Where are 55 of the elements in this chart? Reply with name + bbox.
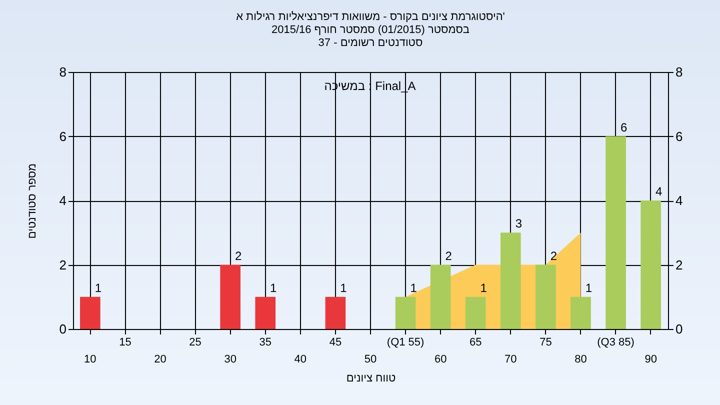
bar — [325, 296, 346, 329]
bar — [395, 296, 416, 329]
x-tick-label: 30 — [224, 354, 236, 366]
y2-tick-label: 6 — [676, 128, 683, 144]
data-label: 4 — [655, 184, 662, 198]
y-tick-label: 6 — [59, 128, 66, 144]
x-tick-label: 25 — [189, 336, 202, 348]
x-tick-label: 15 — [119, 336, 132, 348]
x-tick-label: 45 — [329, 336, 342, 348]
data-label: 1 — [585, 280, 592, 295]
y-tick-label: 2 — [59, 257, 66, 272]
data-label: 2 — [445, 248, 452, 263]
y2-tick-label: 4 — [676, 193, 683, 208]
x-tick-label: 90 — [644, 354, 657, 366]
bar — [640, 200, 661, 329]
text: היסטוגרמת ציונים בקורס - משוואות דיפרנציאליות רגילות א' — [236, 11, 505, 23]
x-tick-label: 20 — [154, 354, 166, 366]
bar — [430, 264, 451, 329]
data-label: 1 — [94, 280, 102, 295]
x-tick-label: 60 — [434, 354, 447, 366]
data-label: 6 — [620, 120, 628, 134]
data-label: 2 — [234, 248, 242, 263]
x-tick-label: 75 — [540, 336, 552, 348]
bar — [465, 296, 486, 329]
x-tick-label: (Q1 55) — [386, 336, 424, 348]
y2-tick-label: 8 — [676, 64, 683, 80]
x-tick-label: 80 — [574, 354, 587, 366]
x-tick-label: 70 — [504, 354, 517, 366]
text: סטודנטים רשומים - 37 — [318, 37, 423, 49]
x-tick-label: 10 — [84, 354, 96, 366]
y-tick-label: 8 — [59, 64, 66, 80]
bar — [536, 264, 556, 329]
x-tick-label: 35 — [259, 336, 272, 348]
bar — [606, 136, 626, 329]
data-label: 1 — [480, 280, 488, 295]
y-axis-title: מספר סטודנטים — [26, 163, 38, 239]
x-tick-label: 65 — [470, 336, 482, 348]
x-tick-label: 50 — [364, 354, 377, 366]
y2-tick-label: 2 — [676, 257, 683, 272]
bar — [500, 232, 521, 329]
bar — [255, 296, 276, 329]
bar — [220, 264, 240, 329]
data-label: 1 — [340, 280, 348, 295]
data-label: 1 — [410, 280, 418, 295]
x-tick-label: (Q3 85) — [597, 336, 634, 348]
bar — [80, 296, 100, 329]
data-label: 1 — [270, 280, 278, 295]
bar — [570, 296, 591, 329]
y2-tick-label: 0 — [676, 322, 683, 336]
text: בסמסטר (01/2015) סמסטר חורף 2015/16 — [271, 24, 470, 36]
y-tick-label: 0 — [59, 322, 66, 336]
x-axis-title: טווח ציונים — [346, 372, 396, 384]
y-tick-label: 4 — [59, 193, 66, 208]
data-label: 3 — [515, 216, 522, 231]
x-tick-label: 40 — [294, 354, 307, 366]
